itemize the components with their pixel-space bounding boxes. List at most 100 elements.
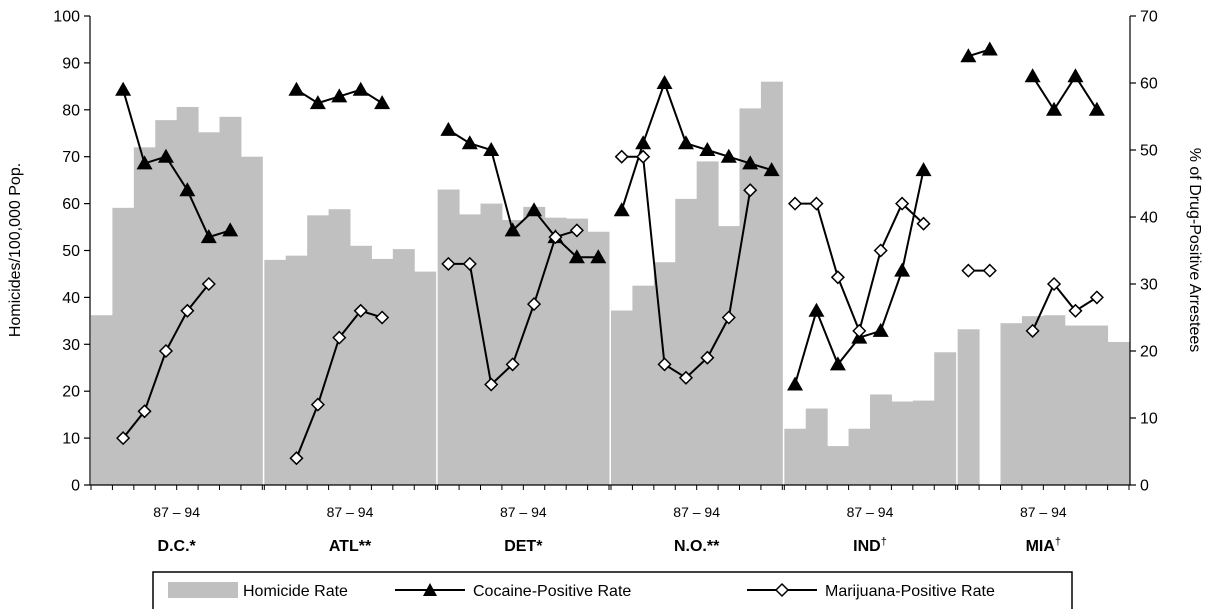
right-tick-label-10: 10 (1140, 411, 1158, 428)
marijuana-point-det-6 (569, 223, 584, 238)
cocaine-point-ind-0 (787, 376, 804, 391)
bar-det-3 (501, 220, 524, 485)
legend: Homicide Rate Cocaine-Positive Rate Mari… (152, 571, 1073, 609)
cocaine-point-ind-6 (915, 162, 932, 177)
cocaine-point-dc-1 (115, 81, 132, 96)
marijuana-point-no-5 (721, 310, 736, 325)
bar-mia-4 (1043, 315, 1066, 485)
marijuana-point-dc-2 (137, 404, 152, 419)
marijuana-point-ind-2 (830, 270, 845, 285)
left-tick-label-20: 20 (62, 384, 80, 401)
marijuana-point-ind-6 (916, 216, 931, 231)
bar-mia-6 (1086, 325, 1109, 485)
cocaine-point-dc-3 (157, 148, 174, 163)
marijuana-point-atl-3 (332, 330, 347, 345)
cocaine-point-ind-1 (808, 302, 825, 317)
bar-no-7 (760, 81, 783, 485)
cocaine-point-dc-5 (200, 229, 217, 244)
bar-ind-1 (805, 408, 828, 485)
marijuana-point-det-1 (462, 256, 477, 271)
bar-atl-2 (307, 215, 330, 485)
right-tick-label-70: 70 (1140, 9, 1158, 26)
cocaine-point-det-7 (590, 249, 607, 264)
cocaine-point-mia-4 (1046, 101, 1063, 116)
cocaine-point-atl-1 (288, 81, 305, 96)
marijuana-line-mia-1 (1031, 282, 1098, 332)
bar-det-4 (523, 206, 546, 485)
right-tick-label-40: 40 (1140, 210, 1158, 227)
city-label-det: DET* (504, 538, 543, 555)
right-tick-label-50: 50 (1140, 143, 1158, 160)
marijuana-point-mia-1 (982, 263, 997, 278)
right-axis-label: % of Drug-Positive Arrestees (1186, 148, 1203, 353)
marijuana-point-det-0 (441, 256, 456, 271)
period-label-det: 87 – 94 (500, 504, 547, 520)
marijuana-point-no-3 (678, 370, 694, 385)
city-label-dc: D.C.* (158, 538, 197, 555)
cocaine-point-atl-3 (331, 88, 348, 103)
cocaine-point-no-4 (699, 142, 716, 156)
bar-mia-2 (1000, 323, 1023, 485)
marijuana-point-atl-5 (375, 310, 390, 325)
bar-det-2 (480, 203, 503, 485)
marijuana-point-dc-5 (201, 276, 216, 292)
cocaine-point-dc-6 (222, 222, 239, 237)
marijuana-point-no-6 (743, 183, 758, 198)
legend-box (152, 571, 1073, 609)
bar-dc-5 (198, 132, 220, 485)
cocaine-point-det-3 (504, 222, 521, 237)
bar-mia-7 (1107, 341, 1130, 485)
bar-no-6 (739, 108, 762, 485)
cocaine-point-atl-2 (309, 95, 326, 110)
left-tick-label-10: 10 (62, 431, 80, 448)
city-label-atl: ATL** (329, 538, 372, 555)
bar-mia-3 (1021, 316, 1044, 485)
bar-no-3 (675, 198, 698, 485)
bar-atl-5 (371, 258, 394, 485)
marijuana-point-atl-4 (353, 303, 368, 318)
city-label-no: N.O.** (674, 538, 720, 555)
cocaine-point-no-1 (635, 135, 652, 150)
bar-mia-0 (957, 329, 980, 485)
marijuana-point-no-4 (700, 350, 715, 365)
marijuana-point-ind-0 (787, 196, 803, 211)
bar-dc-6 (219, 116, 242, 485)
bar-mia-5 (1064, 325, 1087, 485)
marijuana-point-no-1 (636, 149, 651, 164)
cocaine-point-mia-0 (960, 48, 977, 63)
left-tick-label-40: 40 (62, 290, 80, 307)
marijuana-point-mia-0 (961, 263, 976, 278)
city-mark-det: * (536, 538, 543, 555)
bar-atl-6 (392, 249, 415, 485)
bar-det-5 (544, 217, 567, 486)
cocaine-point-no-6 (742, 155, 759, 170)
period-label-no: 87 – 94 (673, 504, 720, 520)
bar-ind-7 (934, 352, 957, 485)
marijuana-point-dc-1 (116, 431, 131, 446)
period-label-dc: 87 – 94 (153, 504, 200, 520)
left-tick-label-0: 0 (71, 478, 80, 495)
bar-atl-0 (264, 259, 287, 485)
left-tick-label-60: 60 (62, 196, 80, 213)
bar-det-7 (587, 231, 610, 485)
marijuana-point-mia-4 (1046, 276, 1062, 292)
marijuana-point-det-2 (484, 377, 499, 392)
cocaine-point-no-2 (656, 75, 673, 89)
cocaine-point-det-0 (440, 121, 457, 136)
bar-det-0 (437, 189, 460, 485)
cocaine-point-det-4 (526, 202, 543, 217)
marijuana-point-mia-5 (1068, 303, 1083, 318)
city-mark-dc: * (190, 538, 197, 555)
bar-ind-5 (891, 401, 914, 485)
period-label-ind: 87 – 94 (847, 504, 894, 520)
left-tick-label-80: 80 (62, 102, 80, 119)
marijuana-point-no-2 (657, 357, 672, 372)
marijuana-point-dc-3 (158, 343, 174, 359)
right-tick-label-60: 60 (1140, 76, 1158, 93)
right-tick-label-0: 0 (1140, 478, 1149, 495)
cocaine-point-mia-6 (1088, 101, 1105, 116)
left-tick-label-30: 30 (62, 337, 80, 354)
marijuana-point-ind-4 (873, 243, 888, 258)
cocaine-point-det-6 (568, 249, 585, 264)
